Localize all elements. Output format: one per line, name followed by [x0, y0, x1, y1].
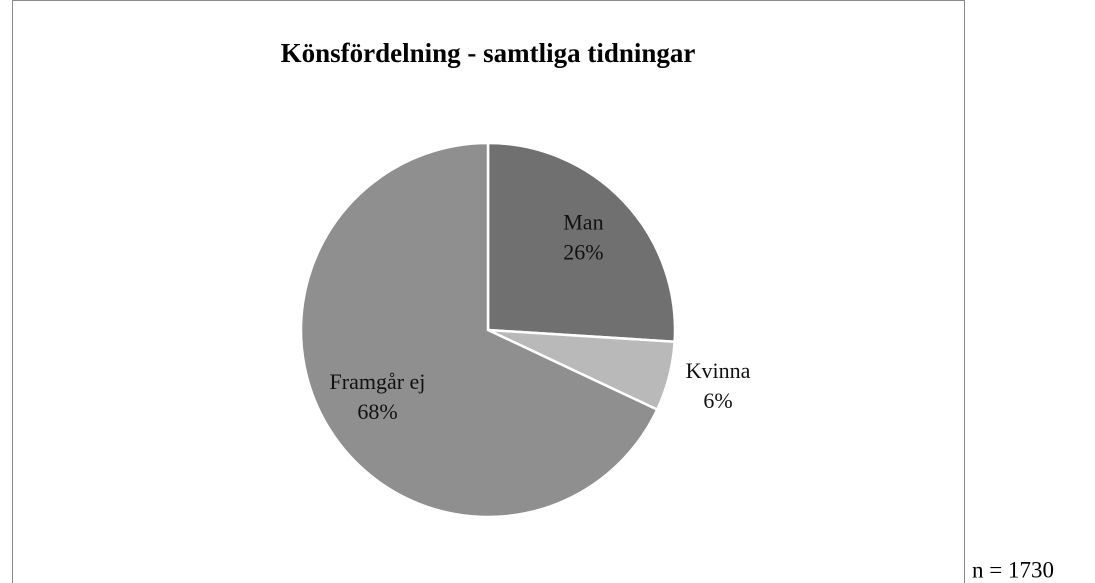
pie-slice [299, 141, 659, 519]
annotation: n = 1730 [972, 557, 1054, 582]
slice-label: Man [563, 209, 603, 234]
slice-label: Framgår ej [330, 369, 426, 394]
slice-value-label: 6% [703, 388, 732, 413]
slice-label: Kvinna [686, 358, 751, 383]
chart-title: Könsfördelning - samtliga tidningar [281, 38, 696, 68]
slice-value-label: 68% [357, 399, 397, 424]
slice-value-label: 26% [563, 239, 603, 264]
pie-slice [486, 141, 677, 344]
